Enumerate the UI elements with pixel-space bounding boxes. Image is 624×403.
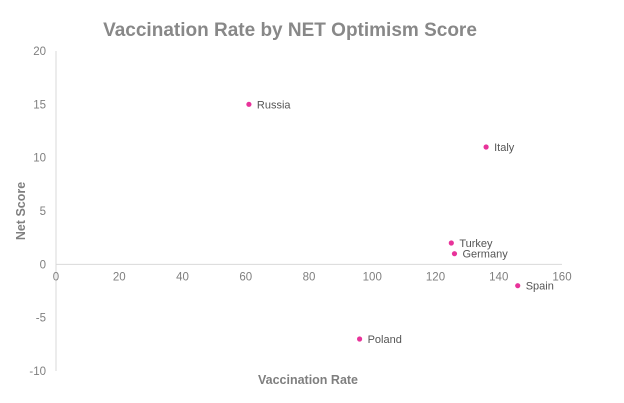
data-point: [448, 240, 454, 246]
y-tick-label: 20: [33, 46, 46, 58]
data-point-label: Italy: [494, 142, 515, 154]
x-tick-label: 140: [489, 271, 508, 283]
data-point-label: Turkey: [459, 238, 493, 250]
x-axis-title: Vaccination Rate: [258, 373, 358, 387]
y-axis-title: Net Score: [14, 182, 28, 240]
x-tick-label: 60: [239, 271, 252, 283]
data-point-label: Russia: [257, 99, 292, 111]
x-tick-label: 160: [552, 271, 571, 283]
x-tick-label: 100: [363, 271, 382, 283]
y-axis-ticks: 20 15 10 5 0 -5 -10: [29, 46, 46, 378]
y-tick-label: -5: [36, 313, 46, 325]
x-tick-label: 80: [303, 271, 316, 283]
y-tick-label: 0: [40, 259, 46, 271]
data-point: [246, 101, 252, 107]
chart-title: Vaccination Rate by NET Optimism Score: [103, 20, 477, 41]
x-tick-label: 120: [426, 271, 445, 283]
x-tick-label: 0: [53, 271, 59, 283]
data-point: [515, 283, 521, 289]
data-point: [357, 336, 363, 342]
y-tick-label: 10: [33, 153, 46, 165]
data-point: [451, 251, 458, 257]
x-tick-label: 20: [113, 271, 126, 283]
data-point-label: Germany: [462, 249, 508, 261]
y-tick-label: -10: [29, 366, 46, 378]
y-tick-label: 5: [40, 206, 46, 218]
x-tick-label: 40: [176, 271, 189, 283]
data-point-label: Spain: [526, 281, 554, 293]
data-point-label: Poland: [368, 334, 402, 346]
data-point: [483, 144, 489, 150]
x-axis-ticks: 0 20 40 60 80 100 120 140 160: [53, 271, 572, 283]
y-tick-label: 15: [33, 99, 46, 111]
